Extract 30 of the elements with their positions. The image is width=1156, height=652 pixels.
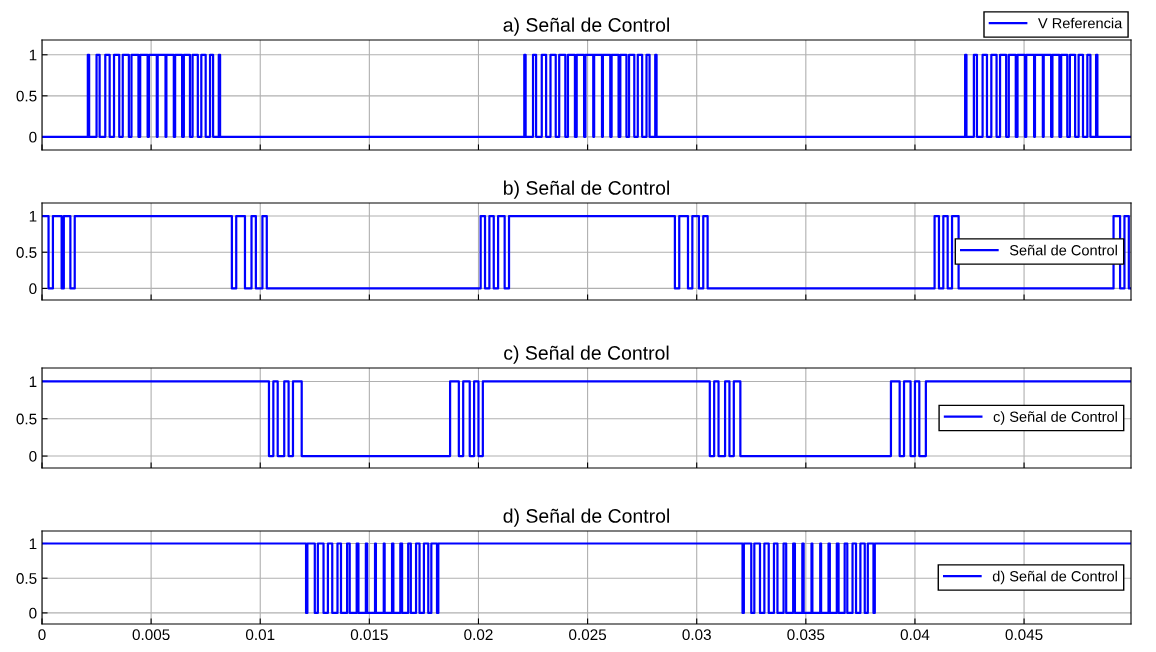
y-tick-label: 0.5 bbox=[16, 413, 37, 425]
x-tick-label: 0.035 bbox=[787, 629, 825, 641]
chart-title: a) Señal de Control bbox=[503, 17, 669, 36]
x-tick-label: 0.01 bbox=[245, 629, 275, 641]
x-tick-label: 0.03 bbox=[682, 629, 711, 641]
y-tick-label: 0.5 bbox=[16, 90, 37, 102]
y-tick-label: 0 bbox=[29, 450, 37, 462]
x-tick-label: 0 bbox=[38, 629, 46, 641]
y-tick-label: 0.5 bbox=[16, 573, 37, 584]
x-tick-label: 0.02 bbox=[464, 629, 493, 641]
legend-label: V Referencia bbox=[1038, 17, 1123, 29]
chart-title: b) Señal de Control bbox=[503, 180, 669, 199]
x-tick-label: 0.025 bbox=[569, 629, 607, 641]
x-tick-label: 0.04 bbox=[900, 629, 930, 641]
y-tick-label: 1 bbox=[29, 376, 37, 387]
y-tick-label: 1 bbox=[29, 49, 37, 61]
legend-label: Señal de Control bbox=[1009, 244, 1117, 256]
y-tick-label: 0.5 bbox=[16, 247, 37, 258]
x-tick-label: 0.045 bbox=[1005, 629, 1043, 641]
y-tick-label: 1 bbox=[29, 211, 37, 222]
y-tick-label: 0 bbox=[29, 283, 37, 295]
legend-label: d) Señal de Control bbox=[992, 570, 1117, 585]
x-tick-label: 0.015 bbox=[350, 629, 388, 641]
y-tick-label: 0 bbox=[29, 131, 37, 143]
chart-title: c) Señal de Control bbox=[504, 345, 669, 364]
y-tick-label: 0 bbox=[29, 607, 37, 619]
legend-label: c) Señal de Control bbox=[993, 411, 1117, 425]
y-tick-label: 1 bbox=[29, 538, 37, 550]
x-tick-label: 0.005 bbox=[132, 629, 170, 641]
chart-title: d) Señal de Control bbox=[503, 508, 669, 527]
